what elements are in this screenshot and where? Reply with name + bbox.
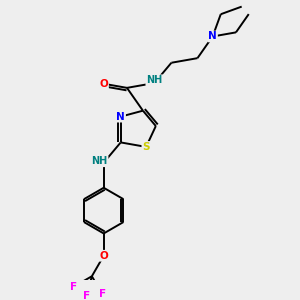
Text: N: N bbox=[208, 32, 217, 41]
Text: F: F bbox=[70, 282, 77, 292]
Text: O: O bbox=[99, 79, 108, 89]
Text: NH: NH bbox=[92, 156, 108, 166]
Text: NH: NH bbox=[146, 75, 163, 85]
Text: S: S bbox=[142, 142, 150, 152]
Text: N: N bbox=[116, 112, 125, 122]
Text: O: O bbox=[99, 251, 108, 261]
Text: F: F bbox=[99, 289, 106, 299]
Text: F: F bbox=[83, 291, 90, 300]
